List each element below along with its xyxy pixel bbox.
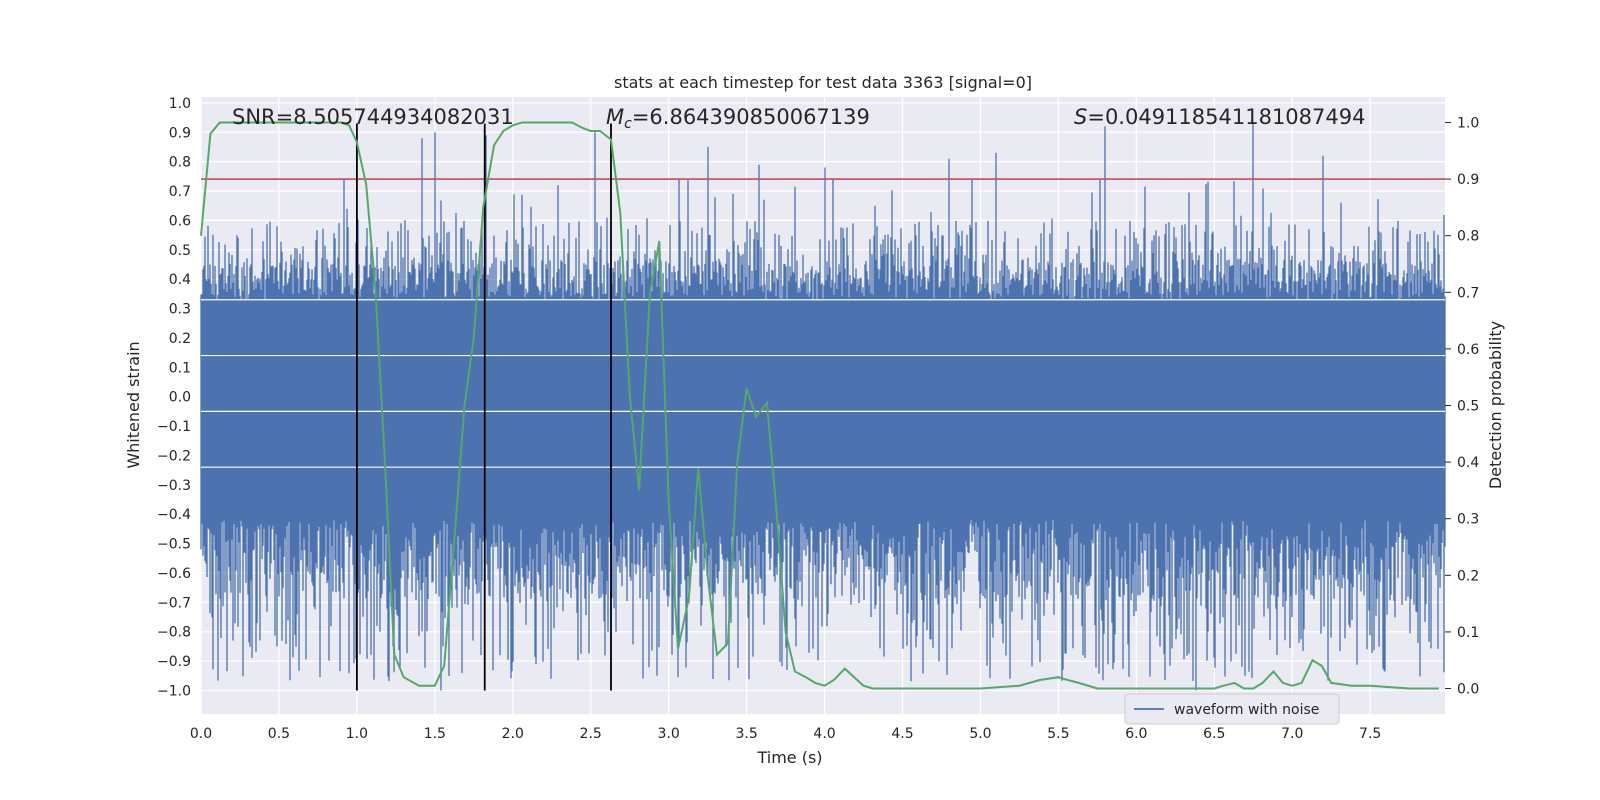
s-value: =0.0491185411810874​94 <box>1087 105 1365 129</box>
y-tick-label-left: 0.4 <box>169 272 191 288</box>
mc-annotation: Mc=6.864390850067139 <box>606 105 870 132</box>
x-axis-label: Time (s) <box>756 748 822 767</box>
x-tick-label: 0.5 <box>268 726 290 742</box>
y-tick-label-left: 0.5 <box>169 243 191 259</box>
y-tick-label-left: 0.7 <box>169 184 191 200</box>
y-tick-label-left: −0.2 <box>157 448 191 464</box>
y-tick-label-right: 0.0 <box>1457 682 1479 698</box>
y-tick-label-left: 0.2 <box>169 331 191 347</box>
y-tick-label-left: 0.3 <box>169 302 191 318</box>
y-tick-label-left: −0.4 <box>157 507 191 523</box>
snr-annotation: SNR=8.505744934082031 <box>232 105 514 129</box>
y-axis-label-left: Whitened strain <box>124 341 143 468</box>
y-tick-label-right: 0.2 <box>1457 568 1479 584</box>
overlays <box>200 121 1445 691</box>
y-tick-label-left: 0.6 <box>169 213 191 229</box>
chart-title: stats at each timestep for test data 336… <box>614 73 1032 92</box>
legend-box <box>1124 693 1340 725</box>
legend: waveform with noise <box>1124 693 1340 725</box>
x-tick-label: 6.0 <box>1125 726 1147 742</box>
legend-label: waveform with noise <box>1174 702 1319 718</box>
s-symbol: S <box>1074 105 1087 129</box>
s-annotation: S=0.0491185411810874​94 <box>1074 105 1365 129</box>
x-tick-label: 5.5 <box>1047 726 1069 742</box>
x-tick-label: 0.0 <box>190 726 212 742</box>
y-axis-label-right: Detection probability <box>1486 321 1505 489</box>
waveform-line <box>200 123 1446 691</box>
ticks: 0.0 0.5 1.0 1.5 2.0 2.5 3.0 3.5 4.0 4.5 5.0 5.5 6.0 6… <box>157 96 1479 742</box>
waveform-series <box>200 123 1446 691</box>
y-tick-label-left: −0.1 <box>157 419 191 435</box>
x-tick-label: 7.5 <box>1359 726 1381 742</box>
y-tick-label-right: 0.3 <box>1457 512 1479 528</box>
x-tick-label: 2.0 <box>502 726 524 742</box>
y-tick-label-right: 0.1 <box>1457 625 1479 641</box>
y-tick-label-right: 0.8 <box>1457 229 1479 245</box>
y-tick-label-left: −0.3 <box>157 478 191 494</box>
x-tick-label: 5.0 <box>969 726 991 742</box>
y-tick-label-left: 0.0 <box>169 390 191 406</box>
y-tick-label-right: 0.6 <box>1457 342 1479 358</box>
x-tick-label: 3.5 <box>735 726 757 742</box>
y-tick-label-left: 0.1 <box>169 360 191 376</box>
y-tick-label-left: −1.0 <box>157 683 191 699</box>
y-tick-label-left: 0.9 <box>169 125 191 141</box>
x-tick-label: 7.0 <box>1281 726 1303 742</box>
mc-value: =6.864390850067139 <box>632 105 870 129</box>
y-tick-label-right: 0.4 <box>1457 455 1479 471</box>
x-tick-label: 3.0 <box>658 726 680 742</box>
x-tick-label: 4.5 <box>891 726 913 742</box>
x-tick-label: 1.5 <box>424 726 446 742</box>
x-tick-label: 6.5 <box>1203 726 1225 742</box>
x-tick-label: 2.5 <box>580 726 602 742</box>
y-tick-label-left: −0.5 <box>157 537 191 553</box>
x-tick-label: 4.0 <box>813 726 835 742</box>
y-tick-label-right: 0.7 <box>1457 285 1479 301</box>
detection-probability-line <box>200 121 1439 690</box>
y-tick-label-left: 0.8 <box>169 155 191 171</box>
y-tick-label-left: −0.8 <box>157 625 191 641</box>
y-tick-label-right: 1.0 <box>1457 115 1479 131</box>
y-tick-label-left: 1.0 <box>169 96 191 112</box>
y-tick-label-right: 0.5 <box>1457 399 1479 415</box>
mc-subscript: c <box>624 116 632 132</box>
x-tick-label: 1.0 <box>346 726 368 742</box>
y-tick-label-left: −0.9 <box>157 654 191 670</box>
mc-symbol: M <box>606 105 624 129</box>
y-tick-label-left: −0.7 <box>157 595 191 611</box>
y-tick-label-left: −0.6 <box>157 566 191 582</box>
y-tick-label-right: 0.9 <box>1457 172 1479 188</box>
